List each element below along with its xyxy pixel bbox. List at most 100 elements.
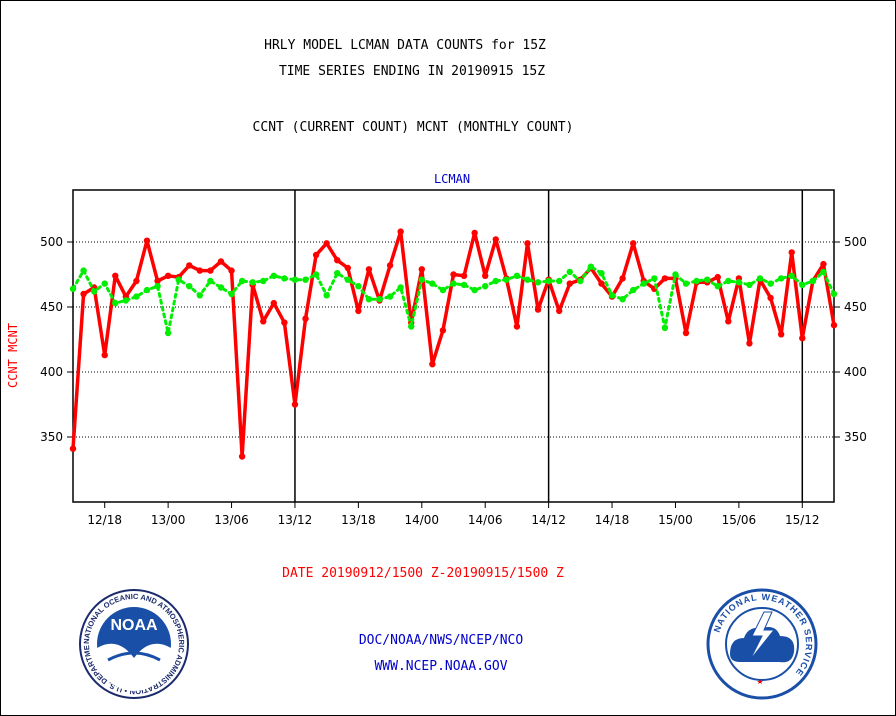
data-point-mcnt [270,272,278,279]
data-point-mcnt [355,283,362,290]
data-point-mcnt [397,284,404,291]
data-point-ccnt [524,240,531,247]
data-point-ccnt [767,294,774,302]
x-tick-label: 13/06 [214,513,249,527]
data-point-mcnt [735,279,743,286]
data-point-mcnt [260,277,267,285]
data-point-mcnt [534,279,542,286]
data-point-mcnt [830,290,838,298]
nws-logo: NATIONAL WEATHER SERVICE [706,588,818,700]
data-point-ccnt [154,277,161,285]
data-point-mcnt [651,275,658,282]
data-point-mcnt [672,271,679,278]
data-point-mcnt [629,286,637,294]
data-point-mcnt [545,277,552,285]
x-tick-label: 15/06 [722,513,757,527]
data-point-ccnt [799,335,806,342]
data-point-mcnt [90,288,98,295]
plot-frame [72,189,835,503]
data-point-mcnt [196,292,204,299]
y-tick-label-right: 350 [844,430,867,444]
data-point-ccnt [746,340,753,347]
data-point-ccnt [355,307,362,315]
data-point-mcnt [471,286,478,294]
data-point-mcnt [302,276,309,283]
data-point-ccnt [291,401,299,408]
data-point-mcnt [334,270,341,277]
data-point-ccnt [460,272,468,279]
data-point-ccnt [133,277,140,285]
y-tick-label-left: 450 [40,300,63,314]
data-point-ccnt [196,267,204,274]
data-point-mcnt [777,275,785,282]
data-point-mcnt [164,329,172,337]
chart-subtitle: CCNT (CURRENT COUNT) MCNT (MONTHLY COUNT… [252,120,574,135]
x-tick-label: 14/18 [595,513,630,527]
data-point-mcnt [323,292,330,299]
data-point-ccnt [69,445,77,452]
data-point-ccnt [344,264,352,272]
data-point-mcnt [133,293,140,300]
data-point-ccnt [143,237,151,244]
data-point-ccnt [397,228,404,235]
data-point-ccnt [164,272,172,279]
data-point-ccnt [830,322,838,329]
data-point-mcnt [228,290,235,298]
x-tick-label: 13/18 [341,513,376,527]
data-point-mcnt [112,299,119,307]
data-point-mcnt [577,277,584,285]
data-point-ccnt [682,329,690,337]
data-point-mcnt [767,280,774,287]
data-point-ccnt [207,267,214,274]
data-point-mcnt [80,267,87,274]
data-point-ccnt [555,307,563,315]
chart-title-line-1: HRLY MODEL LCMAN DATA COUNTS for 15Z [264,38,546,53]
data-point-ccnt [302,315,309,322]
y-tick-label-right: 500 [844,235,867,249]
x-tick-label: 15/12 [785,513,820,527]
data-point-mcnt [154,283,161,290]
data-point-mcnt [503,276,510,283]
y-tick-label-right: 450 [844,300,867,314]
y-tick-label-right: 400 [844,365,867,379]
data-point-mcnt [756,275,764,282]
data-point-ccnt [228,267,235,274]
data-point-ccnt [80,290,87,298]
data-point-mcnt [344,276,352,283]
data-point-mcnt [450,280,457,287]
data-point-mcnt [820,268,827,276]
x-tick-label: 13/00 [151,513,186,527]
data-point-mcnt [143,286,151,294]
data-point-mcnt [524,276,531,283]
x-tick-label: 12/18 [87,513,122,527]
data-point-mcnt [418,276,425,283]
data-point-mcnt [661,324,669,331]
data-point-mcnt [693,277,700,285]
noaa-logo: NATIONAL OCEANIC AND ATMOSPHERIC ADMINIS… [78,588,189,699]
data-point-mcnt [249,279,256,286]
data-point-ccnt [238,453,246,460]
data-point-mcnt [608,292,616,299]
data-point-mcnt [207,277,214,285]
data-point-ccnt [788,249,795,256]
data-point-mcnt [217,284,225,291]
data-point-mcnt [640,280,647,287]
data-point-ccnt [492,236,499,243]
data-point-ccnt [661,275,669,282]
website-link[interactable]: WWW.NCEP.NOAA.GOV [374,659,508,674]
data-point-ccnt [323,240,330,247]
data-point-mcnt [291,276,299,283]
data-point-ccnt [471,229,478,237]
data-point-mcnt [714,283,721,290]
data-point-ccnt [619,275,626,282]
data-point-mcnt [365,296,373,303]
data-point-mcnt [566,268,573,276]
data-point-ccnt [365,266,373,273]
data-point-mcnt [69,285,77,292]
data-point-ccnt [112,272,119,279]
data-point-ccnt [260,318,267,325]
data-point-mcnt [682,280,690,287]
data-point-ccnt [312,251,320,259]
data-point-mcnt [175,276,182,283]
x-tick-label: 14/00 [404,513,439,527]
